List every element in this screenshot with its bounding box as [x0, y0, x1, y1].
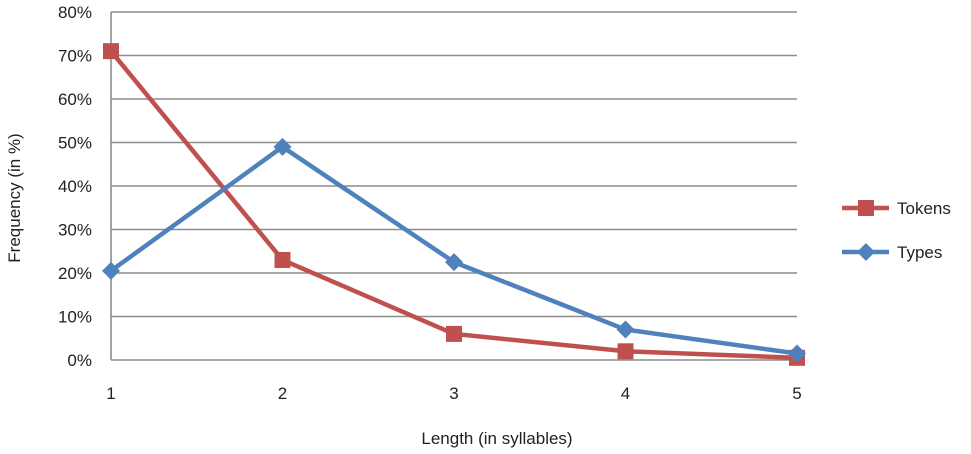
legend-label: Tokens [897, 199, 951, 218]
series-lines [109, 49, 798, 361]
x-tick-label: 3 [449, 384, 458, 403]
tokens-data-point [617, 343, 634, 360]
tokens-data-point [446, 325, 462, 342]
y-tick-label: 10% [58, 308, 92, 327]
legend-marker [857, 243, 875, 261]
x-tick-label: 1 [106, 384, 115, 403]
y-axis-title: Frequency (in %) [5, 133, 24, 262]
y-tick-label: 60% [58, 90, 92, 109]
x-tick-labels: 1 2 3 4 5 [106, 384, 801, 403]
types-data-point [273, 137, 292, 156]
x-axis-title: Length (in syllables) [421, 429, 572, 448]
legend-marker [858, 200, 874, 216]
tokens-series-line [109, 49, 798, 361]
y-tick-label: 40% [58, 177, 92, 196]
series-markers [102, 43, 806, 366]
y-tick-label: 70% [58, 47, 92, 66]
x-tick-label: 5 [792, 384, 801, 403]
types-data-point [102, 261, 120, 280]
y-tick-labels: 0% 10% 20% 30% 40% 50% 60% 70% 80% [58, 3, 92, 370]
types-data-point [445, 253, 463, 272]
axes [110, 12, 797, 361]
y-tick-label: 0% [67, 351, 92, 370]
tokens-data-point [274, 251, 291, 268]
legend-item-tokens: Tokens [842, 199, 951, 218]
legend: Tokens Types [842, 199, 951, 262]
y-tick-label: 50% [58, 134, 92, 153]
types-data-point [788, 344, 806, 363]
y-tick-label: 80% [58, 3, 92, 22]
x-tick-label: 4 [621, 384, 630, 403]
y-tick-label: 30% [58, 221, 92, 240]
tokens-data-point [103, 43, 119, 60]
types-data-point [616, 320, 635, 339]
y-tick-label: 20% [58, 264, 92, 283]
x-tick-label: 2 [278, 384, 287, 403]
legend-item-types: Types [842, 243, 942, 262]
legend-label: Types [897, 243, 942, 262]
